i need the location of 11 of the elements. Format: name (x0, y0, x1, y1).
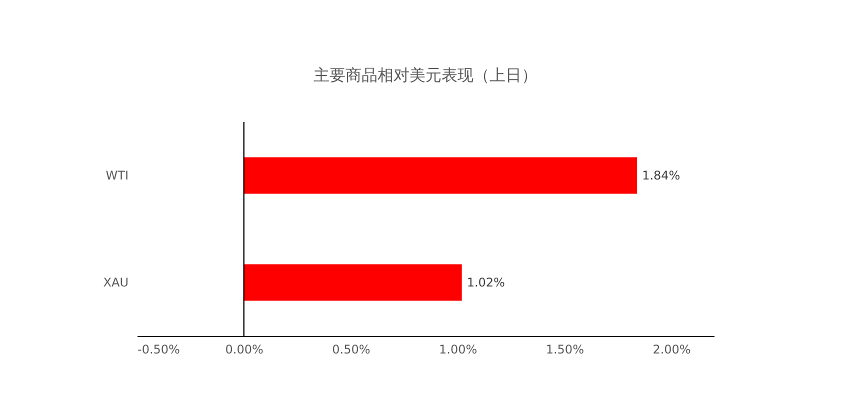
x-tick-label: 0.00% (225, 342, 264, 356)
x-tick-label: 1.00% (438, 342, 478, 356)
x-tick-label: -0.50% (138, 342, 180, 356)
y-tick-label: WTI (106, 168, 128, 182)
data-label: 1.84% (642, 168, 680, 182)
data-label: 1.02% (466, 276, 505, 290)
chart-title: 主要商品相对美元表现（上日） (314, 66, 538, 84)
x-tick-label: 1.50% (546, 342, 584, 356)
x-tick-label: 2.00% (652, 342, 691, 356)
x-tick-label: 0.50% (332, 342, 370, 356)
y-tick-label: XAU (103, 276, 128, 290)
